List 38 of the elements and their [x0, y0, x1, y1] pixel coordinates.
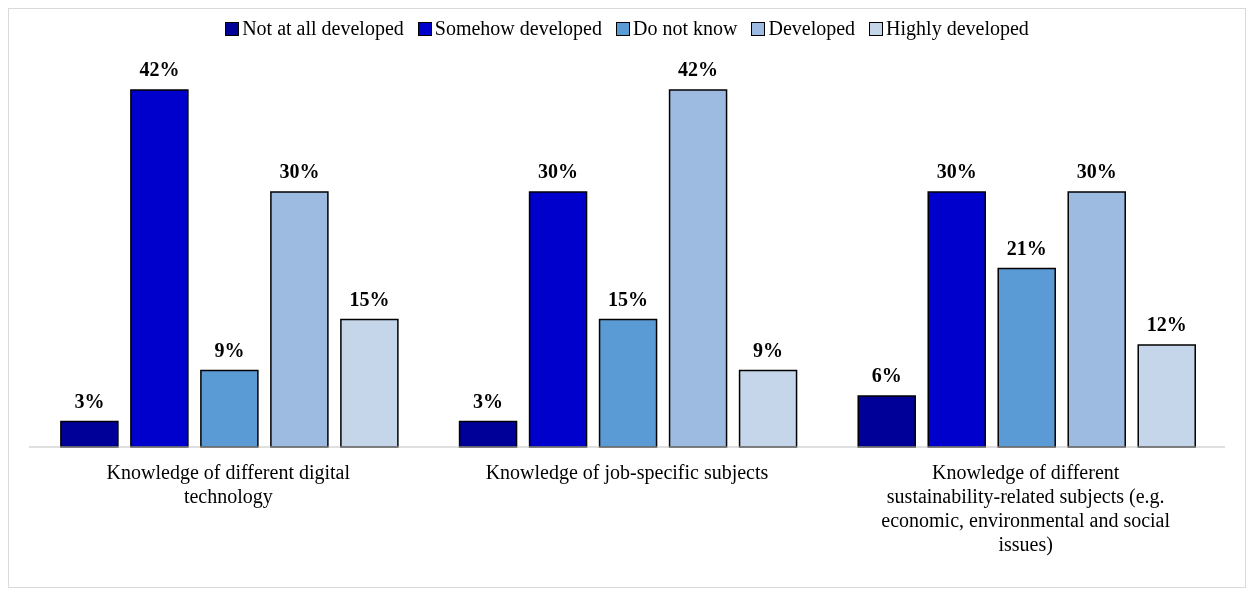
- legend-label: Do not know: [632, 17, 738, 40]
- data-label: 9%: [214, 338, 245, 361]
- data-label: 42%: [678, 58, 719, 80]
- bar: [528, 191, 588, 448]
- bar: [130, 89, 189, 448]
- data-label: 42%: [139, 58, 180, 80]
- data-label: 21%: [1006, 236, 1047, 259]
- data-label: 30%: [936, 160, 977, 182]
- data-label: 15%: [608, 287, 649, 310]
- legend-label: Somehow developed: [433, 17, 602, 40]
- data-label: 30%: [1076, 160, 1117, 182]
- bar: [668, 89, 728, 448]
- data-label: 15%: [349, 287, 390, 310]
- data-label: 30%: [279, 160, 320, 182]
- bar: [458, 420, 518, 448]
- data-label: 3%: [74, 389, 105, 412]
- bar: [1137, 344, 1196, 448]
- bar: [270, 191, 329, 448]
- bar: [60, 420, 119, 448]
- x-tick-label: Knowledge of different sustainability-related subjects (e.g. economic, environmental and social issues): [881, 461, 1171, 556]
- bar: [1067, 191, 1126, 448]
- x-tick-label: Knowledge of different digital technology: [106, 461, 351, 508]
- bar: [857, 395, 916, 448]
- bar: [340, 318, 399, 448]
- bar: [927, 191, 986, 448]
- data-label: 9%: [753, 338, 784, 361]
- data-label: 12%: [1146, 313, 1187, 335]
- legend-label: Developed: [767, 17, 856, 40]
- legend-label: Highly developed: [885, 17, 1029, 40]
- data-label: 3%: [473, 389, 504, 412]
- bar: [738, 369, 798, 448]
- data-label: 30%: [538, 160, 579, 182]
- bar: [200, 369, 259, 448]
- x-tick-label: Knowledge of job-specific subjects: [485, 461, 769, 484]
- data-label: 6%: [871, 364, 902, 386]
- bar: [598, 318, 658, 448]
- legend-label: Not at all developed: [241, 17, 404, 40]
- bar: [997, 267, 1056, 448]
